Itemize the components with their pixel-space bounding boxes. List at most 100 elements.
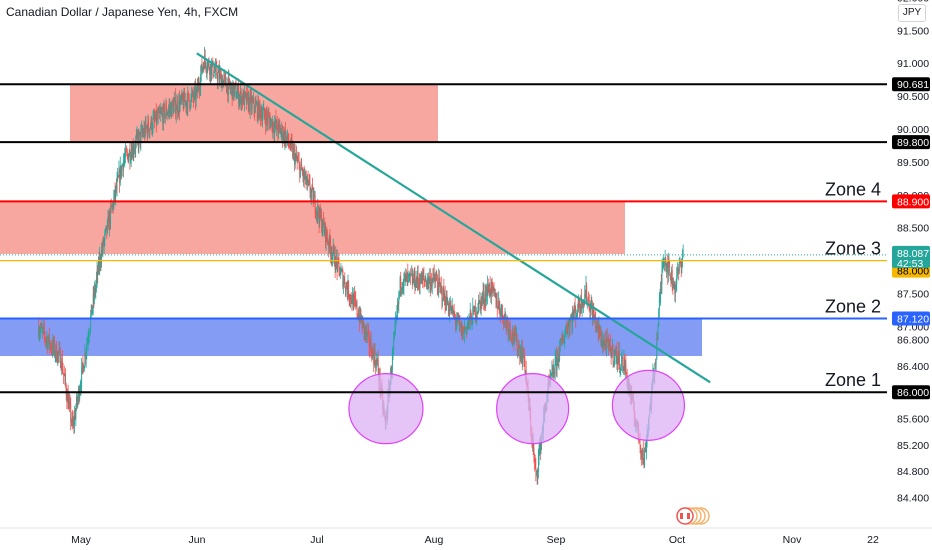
candle-body (680, 264, 682, 269)
candle-body (45, 338, 47, 341)
candle-body (309, 182, 311, 194)
candle-body (456, 321, 458, 323)
candle-body (200, 74, 202, 88)
candle-body (38, 333, 40, 337)
candle-body (600, 333, 602, 336)
price-badge-86.000: 86.000 (897, 387, 929, 399)
candle-body (366, 328, 368, 337)
candle-body (86, 344, 88, 352)
candle-body (474, 306, 476, 312)
candle-body (640, 451, 642, 456)
candle-body (505, 318, 507, 327)
candle-body (115, 186, 117, 197)
candle-body (436, 281, 438, 288)
candle-body (470, 311, 472, 316)
candle-body (192, 91, 194, 97)
candle-body (625, 363, 627, 373)
price-badge-88.000: 88.000 (897, 266, 929, 278)
candle-body (257, 100, 259, 118)
candle-body (103, 239, 105, 246)
candle-body (508, 330, 510, 334)
candle-body (586, 300, 588, 302)
candle-body (142, 132, 144, 134)
candle-body (310, 191, 312, 197)
candle-body (507, 323, 509, 334)
candle-body (569, 321, 571, 330)
candle-body (410, 274, 412, 276)
candle-body (620, 358, 622, 366)
current-price-value: 88.087 (897, 248, 929, 260)
candle-body (301, 170, 303, 173)
candle-body (440, 285, 442, 287)
candle-body (435, 278, 436, 282)
candle-body (564, 333, 566, 340)
candle-body (324, 223, 326, 233)
candle-body (356, 302, 358, 315)
candle-body (135, 136, 137, 141)
candle-body (132, 145, 133, 159)
candle-body (511, 339, 513, 340)
candle-body (133, 148, 135, 151)
candle-body (354, 297, 356, 300)
candle-body (234, 85, 236, 87)
candle-body (437, 287, 439, 294)
candle-body (245, 93, 247, 95)
candle-body (311, 186, 313, 192)
candle-body (38, 326, 39, 337)
candle-body (497, 308, 499, 309)
candle-body (157, 115, 159, 119)
candle-body (423, 275, 425, 280)
candle-body (568, 322, 570, 325)
candle-body (603, 342, 605, 346)
currency-unit-button[interactable]: JPY (898, 4, 926, 22)
candle-body (435, 277, 437, 279)
candle-body (342, 270, 344, 287)
candle-body (472, 306, 474, 308)
y-tick-label: 86.800 (897, 335, 929, 347)
candle-body (259, 102, 261, 109)
candle-body (274, 119, 276, 125)
candle-body (124, 157, 126, 160)
candle-body (191, 94, 193, 96)
candle-body (593, 309, 595, 318)
descending-trendline[interactable] (196, 52, 711, 384)
candle-body (560, 338, 562, 342)
candle-body (487, 284, 489, 291)
candle-body (97, 269, 99, 275)
candle-body (346, 283, 348, 289)
candle-body (655, 359, 657, 365)
candle-body (138, 133, 140, 147)
candle-body (667, 262, 669, 276)
candle-body (568, 322, 570, 330)
candle-body (253, 98, 255, 109)
candle-body (346, 288, 348, 295)
zone2-box (0, 318, 702, 357)
candle-body (49, 334, 50, 346)
candle-body (487, 284, 489, 296)
candle-body (431, 282, 433, 287)
candle-body (104, 228, 106, 233)
candle-body (288, 145, 290, 148)
candle-body (407, 273, 409, 277)
flag-canada-center (683, 513, 687, 519)
candle-body (463, 327, 465, 334)
candle-body (307, 177, 308, 183)
candle-body (219, 73, 221, 80)
candle-body (575, 309, 577, 319)
candle-body (478, 300, 480, 312)
candle-body (503, 318, 505, 326)
candle-body (229, 79, 231, 86)
candle-body (292, 144, 294, 158)
candle-body (152, 118, 154, 130)
candle-body (566, 331, 568, 334)
candle-body (422, 275, 424, 279)
event-markers[interactable] (676, 507, 710, 525)
candle-body (168, 109, 169, 113)
candle-body (182, 99, 184, 109)
candle-body (132, 145, 134, 154)
candle-body (458, 321, 460, 322)
candle-body (513, 338, 515, 342)
candle-body (283, 131, 285, 139)
candle-body (93, 293, 95, 299)
